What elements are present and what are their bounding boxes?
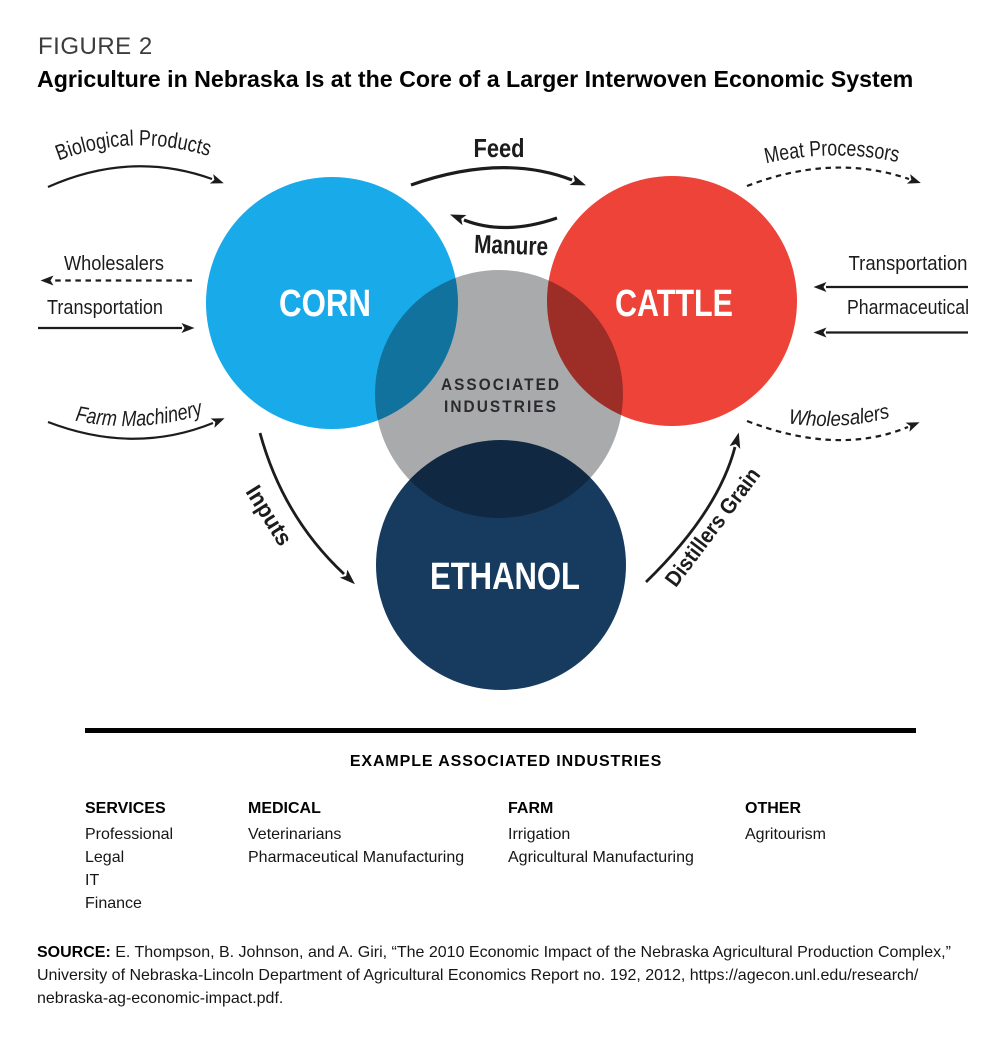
cattle-label: CATTLE — [615, 283, 733, 325]
wholesalers-left-label: Wholesalers — [64, 253, 164, 275]
source-line: University of Nebraska-Lincoln Departmen… — [37, 967, 919, 984]
column-item: Veterinarians — [248, 826, 342, 843]
venn-diagram: CORN CATTLE ETHANOL ASSOCIATED INDUSTRIE… — [38, 125, 969, 690]
corn-label: CORN — [279, 283, 371, 325]
industries-column-medical: MEDICAL Veterinarians Pharmaceutical Man… — [248, 797, 464, 869]
manure-arrow — [450, 214, 558, 230]
industries-column-services: SERVICES Professional Legal IT Finance — [85, 797, 173, 915]
manure-label: Manure — [474, 229, 549, 262]
column-item: IT — [85, 872, 100, 889]
source-label: SOURCE: — [37, 944, 111, 961]
source-line: SOURCE: E. Thompson, B. Johnson, and A. … — [37, 941, 1000, 964]
column-header: MEDICAL — [248, 800, 321, 817]
column-header: FARM — [508, 800, 554, 817]
industries-column-other: OTHER Agritourism — [745, 797, 826, 846]
associated-industries-label-line2: INDUSTRIES — [444, 398, 558, 416]
column-item: Agritourism — [745, 826, 826, 843]
ethanol-label: ETHANOL — [430, 556, 580, 598]
ethanol-circle — [376, 440, 626, 690]
column-item: Finance — [85, 895, 142, 912]
figure-number: FIGURE 2 — [38, 33, 153, 60]
biological-products-arrow — [47, 165, 224, 189]
figure-title: Agriculture in Nebraska Is at the Core o… — [37, 66, 914, 92]
wholesalers-right-arrow — [746, 419, 920, 442]
source-line: nebraska-ag-economic-impact.pdf. — [37, 990, 284, 1007]
industries-column-farm: FARM Irrigation Agricultural Manufacturi… — [508, 797, 694, 869]
feed-label: Feed — [474, 133, 525, 163]
column-item: Irrigation — [508, 826, 571, 843]
transportation-right-label: Transportation — [849, 253, 968, 275]
distillers-grain-arrow — [645, 432, 741, 584]
source-text: E. Thompson, B. Johnson, and A. Giri, “T… — [115, 944, 951, 961]
column-item: Agricultural Manufacturing — [508, 849, 694, 866]
meat-processors-arrow — [746, 166, 921, 188]
industries-heading: EXAMPLE ASSOCIATED INDUSTRIES — [349, 753, 663, 770]
source-note: SOURCE: E. Thompson, B. Johnson, and A. … — [37, 941, 1000, 1010]
feed-arrow — [410, 166, 586, 187]
associated-industries-label-line1: ASSOCIATED — [441, 376, 561, 394]
pharmaceutical-label: Pharmaceutical — [847, 297, 969, 319]
column-item: Professional — [85, 826, 174, 843]
inputs-arrow — [258, 432, 355, 585]
farm-machinery-arrow — [47, 418, 225, 440]
transportation-left-label: Transportation — [47, 297, 163, 319]
column-header: OTHER — [745, 800, 801, 817]
column-item: Pharmaceutical Manufacturing — [248, 849, 465, 866]
column-item: Legal — [85, 849, 125, 866]
section-divider — [85, 728, 916, 733]
column-header: SERVICES — [85, 800, 166, 817]
